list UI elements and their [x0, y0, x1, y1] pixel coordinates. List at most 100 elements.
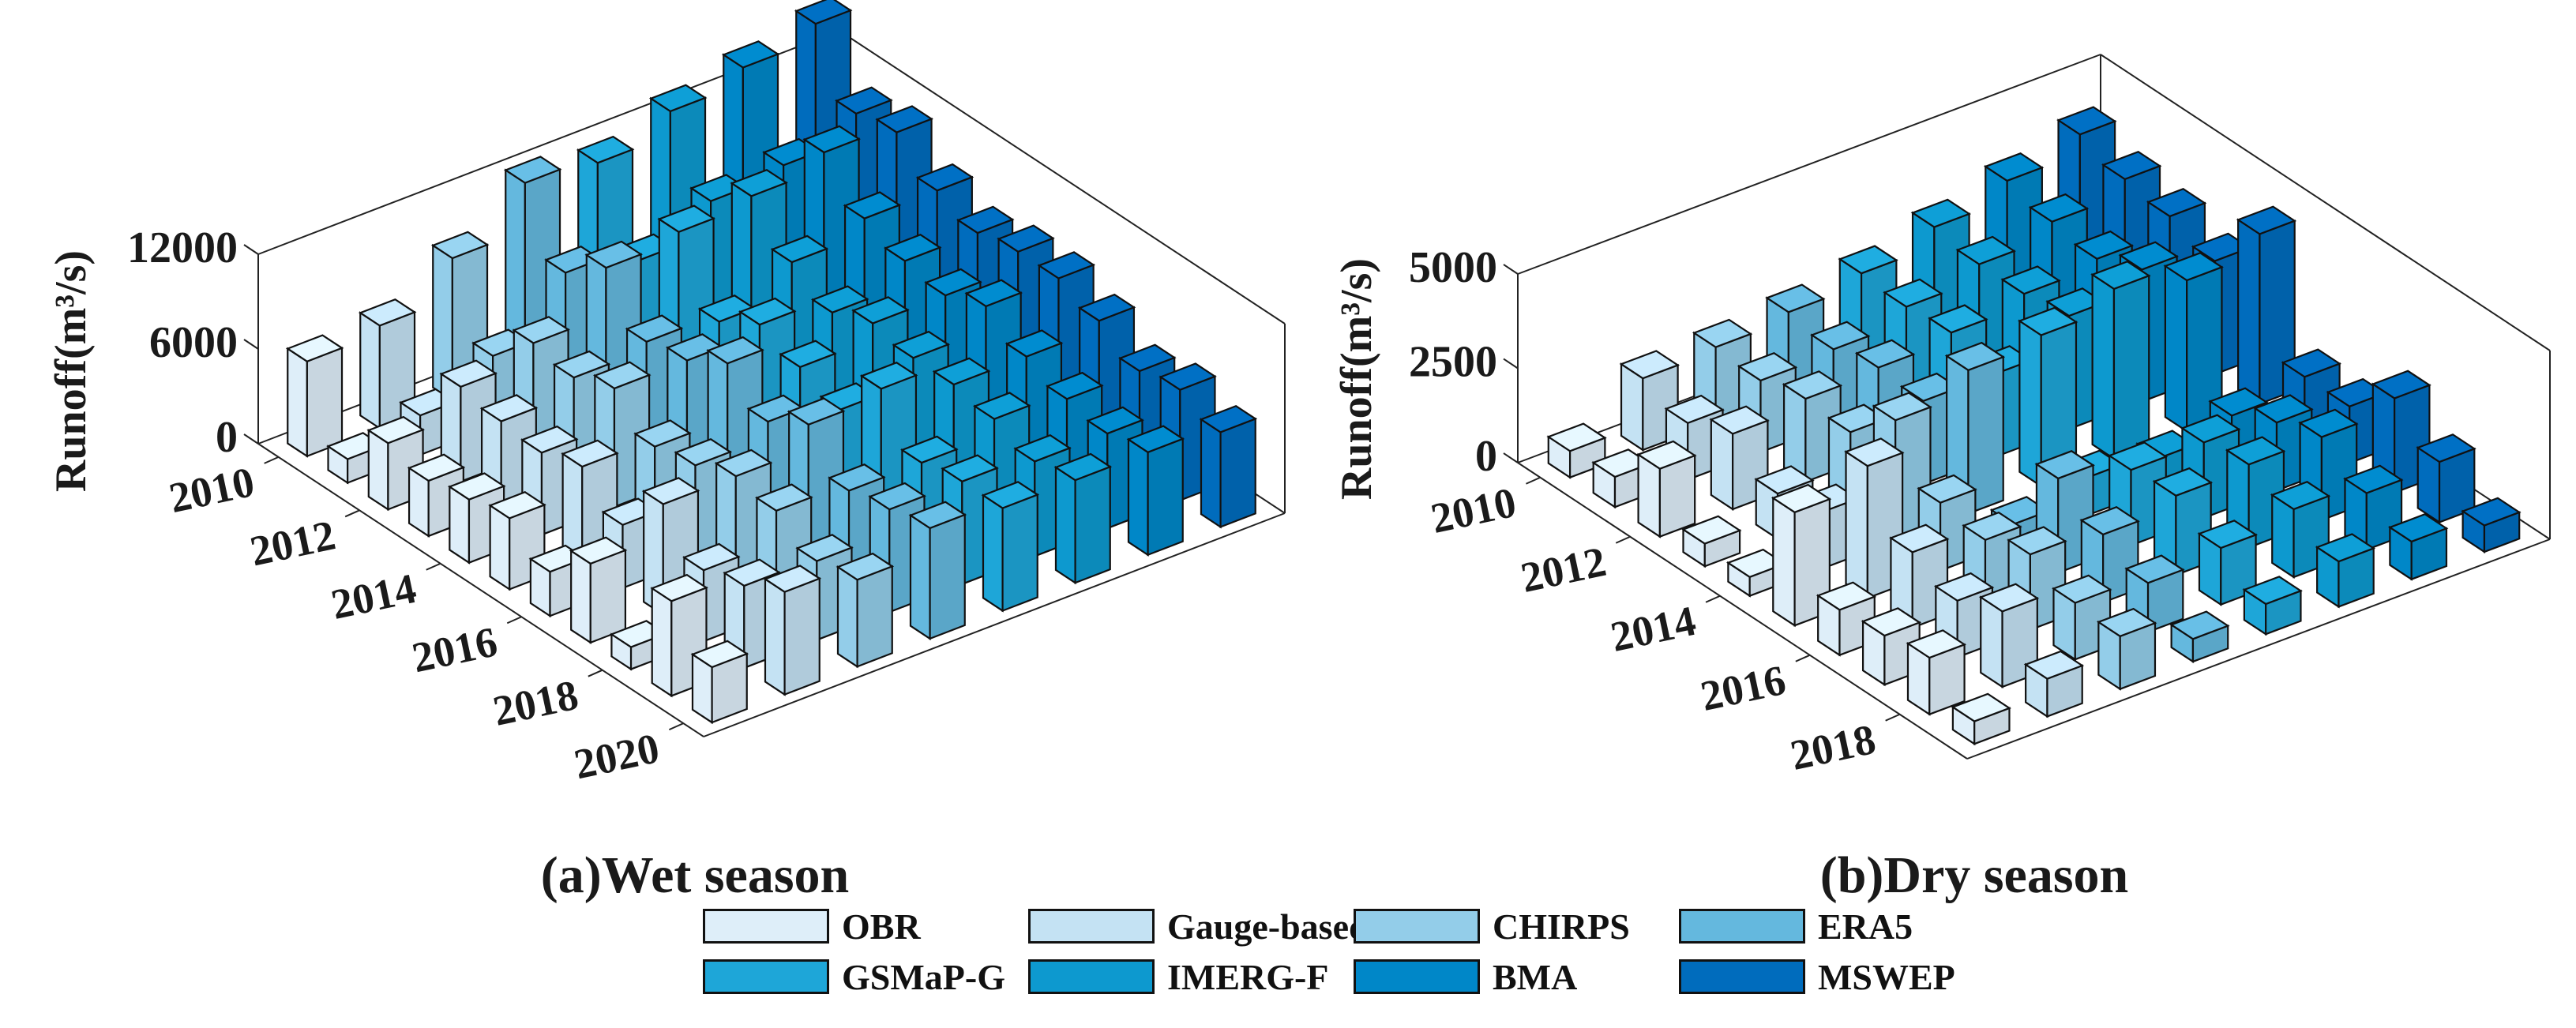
bar-left-face	[1200, 418, 1222, 529]
bar-top-face	[488, 490, 546, 520]
bar-top-face	[2007, 526, 2067, 556]
bar-front-face	[856, 565, 893, 668]
bar-left-face	[1845, 450, 1868, 600]
bar-top-face	[1782, 370, 1843, 400]
bar-top-face	[430, 231, 490, 260]
bar-top-face	[2000, 265, 2061, 295]
year-tick-label: 2018	[1786, 715, 1879, 779]
legend-swatch	[1679, 909, 1805, 944]
bar-front-face	[306, 347, 344, 458]
bar-top-face	[1636, 440, 1697, 470]
bar-top-face	[1810, 321, 1871, 351]
bar-top-face	[1765, 283, 1826, 313]
bar-top-face	[2146, 188, 2207, 218]
bar-top-face	[2242, 576, 2303, 606]
bar-top-face	[650, 573, 708, 602]
box-top-back-edge	[1517, 54, 2101, 275]
bar-top-face	[2197, 520, 2258, 550]
bar-top-face	[1872, 392, 1932, 422]
bar-top-face	[1906, 629, 1966, 659]
bar-top-face	[932, 357, 991, 386]
bar-top-face	[2225, 436, 2286, 466]
bar-top-face	[779, 340, 837, 369]
bar-gsmap-g-2019	[2242, 576, 2303, 636]
bar-chirps-2020	[836, 552, 895, 669]
floor-front-edge	[703, 512, 1286, 737]
bar-top-face	[738, 297, 797, 326]
legend-item-gauge: Gauge-based	[1028, 906, 1369, 947]
bar-top-face	[576, 135, 635, 164]
bar-top-face	[770, 234, 829, 264]
bar-top-face	[941, 454, 999, 483]
bar-top-face	[706, 336, 764, 365]
bar-left-face	[489, 504, 511, 591]
bar-top-face	[730, 168, 788, 197]
bar-top-face	[828, 463, 886, 492]
bar-top-face	[763, 565, 822, 593]
z-tick-label: 0	[216, 413, 238, 462]
bar-top-face	[285, 334, 344, 362]
bar-top-face	[1546, 422, 1607, 452]
bar-left-face	[909, 513, 931, 640]
bar-top-face	[851, 296, 910, 325]
bar-top-face	[2124, 554, 2185, 584]
bar-top-face	[2052, 574, 2112, 604]
year-tick	[1795, 654, 1811, 662]
bar-top-face	[1844, 437, 1905, 467]
bar-top-face	[787, 397, 846, 426]
year-tick-label: 2010	[165, 458, 258, 522]
z-tick	[1503, 264, 1519, 275]
bar-left-face	[982, 493, 1004, 613]
bar-chirps-2018	[2052, 574, 2112, 662]
legend-label: ERA5	[1818, 906, 1913, 947]
bar-top-face	[682, 542, 741, 572]
bar-mswep-2020	[1199, 405, 1258, 529]
bar-mswep-2014	[2236, 205, 2297, 406]
bar-left-face	[1054, 465, 1076, 585]
bar-top-face	[868, 482, 926, 511]
bar-top-face	[358, 298, 417, 327]
bar-top-face	[2028, 193, 2090, 223]
bar-top-face	[2079, 506, 2140, 536]
bar-top-face	[366, 415, 425, 445]
legend-swatch	[703, 959, 829, 994]
bar-left-face	[359, 311, 381, 430]
bar-obr-2017	[569, 536, 628, 644]
bar-top-face	[439, 359, 498, 388]
bar-gauge-based-2010	[358, 298, 417, 430]
bar-top-face	[1944, 341, 2006, 372]
bar-top-face	[2163, 252, 2224, 282]
bar-left-face	[287, 347, 308, 458]
year-axis	[257, 443, 704, 737]
bar-top-face	[1046, 371, 1104, 400]
bar-mswep-2019	[2461, 497, 2522, 554]
bar-top-face	[721, 40, 780, 69]
panel-a-title: (a)Wet season	[541, 846, 849, 904]
bar-top-face	[2315, 533, 2376, 563]
bar-top-face	[1681, 515, 1742, 545]
year-tick-label: 2010	[1427, 478, 1520, 542]
bar-top-face	[1771, 483, 1832, 514]
legend-label: BMA	[1493, 956, 1578, 997]
bar-top-face	[2298, 408, 2359, 438]
bar-top-face	[1838, 245, 1898, 275]
z-tick-label: 5000	[1409, 243, 1497, 292]
bar-top-face	[1883, 278, 1943, 308]
bar-bma-2014	[2163, 252, 2224, 433]
bar-top-face	[2073, 230, 2135, 261]
bar-gauge-based-2019	[2023, 650, 2085, 718]
bar-left-face	[1772, 496, 1796, 628]
year-tick-label: 2016	[408, 617, 501, 681]
z-tick-label: 2500	[1409, 338, 1497, 387]
bar-top-face	[1004, 329, 1064, 358]
bar-bma-2018	[2343, 464, 2404, 552]
bar-top-face	[981, 481, 1040, 509]
bar-left-face	[2091, 272, 2116, 461]
year-tick-label: 2016	[1696, 656, 1789, 720]
bar-top-face	[2387, 513, 2449, 543]
legend-label: GSMaP-G	[842, 956, 1005, 997]
bar-top-face	[1053, 452, 1113, 482]
bar-top-face	[2169, 610, 2230, 640]
bar-top-face	[1854, 339, 1916, 369]
